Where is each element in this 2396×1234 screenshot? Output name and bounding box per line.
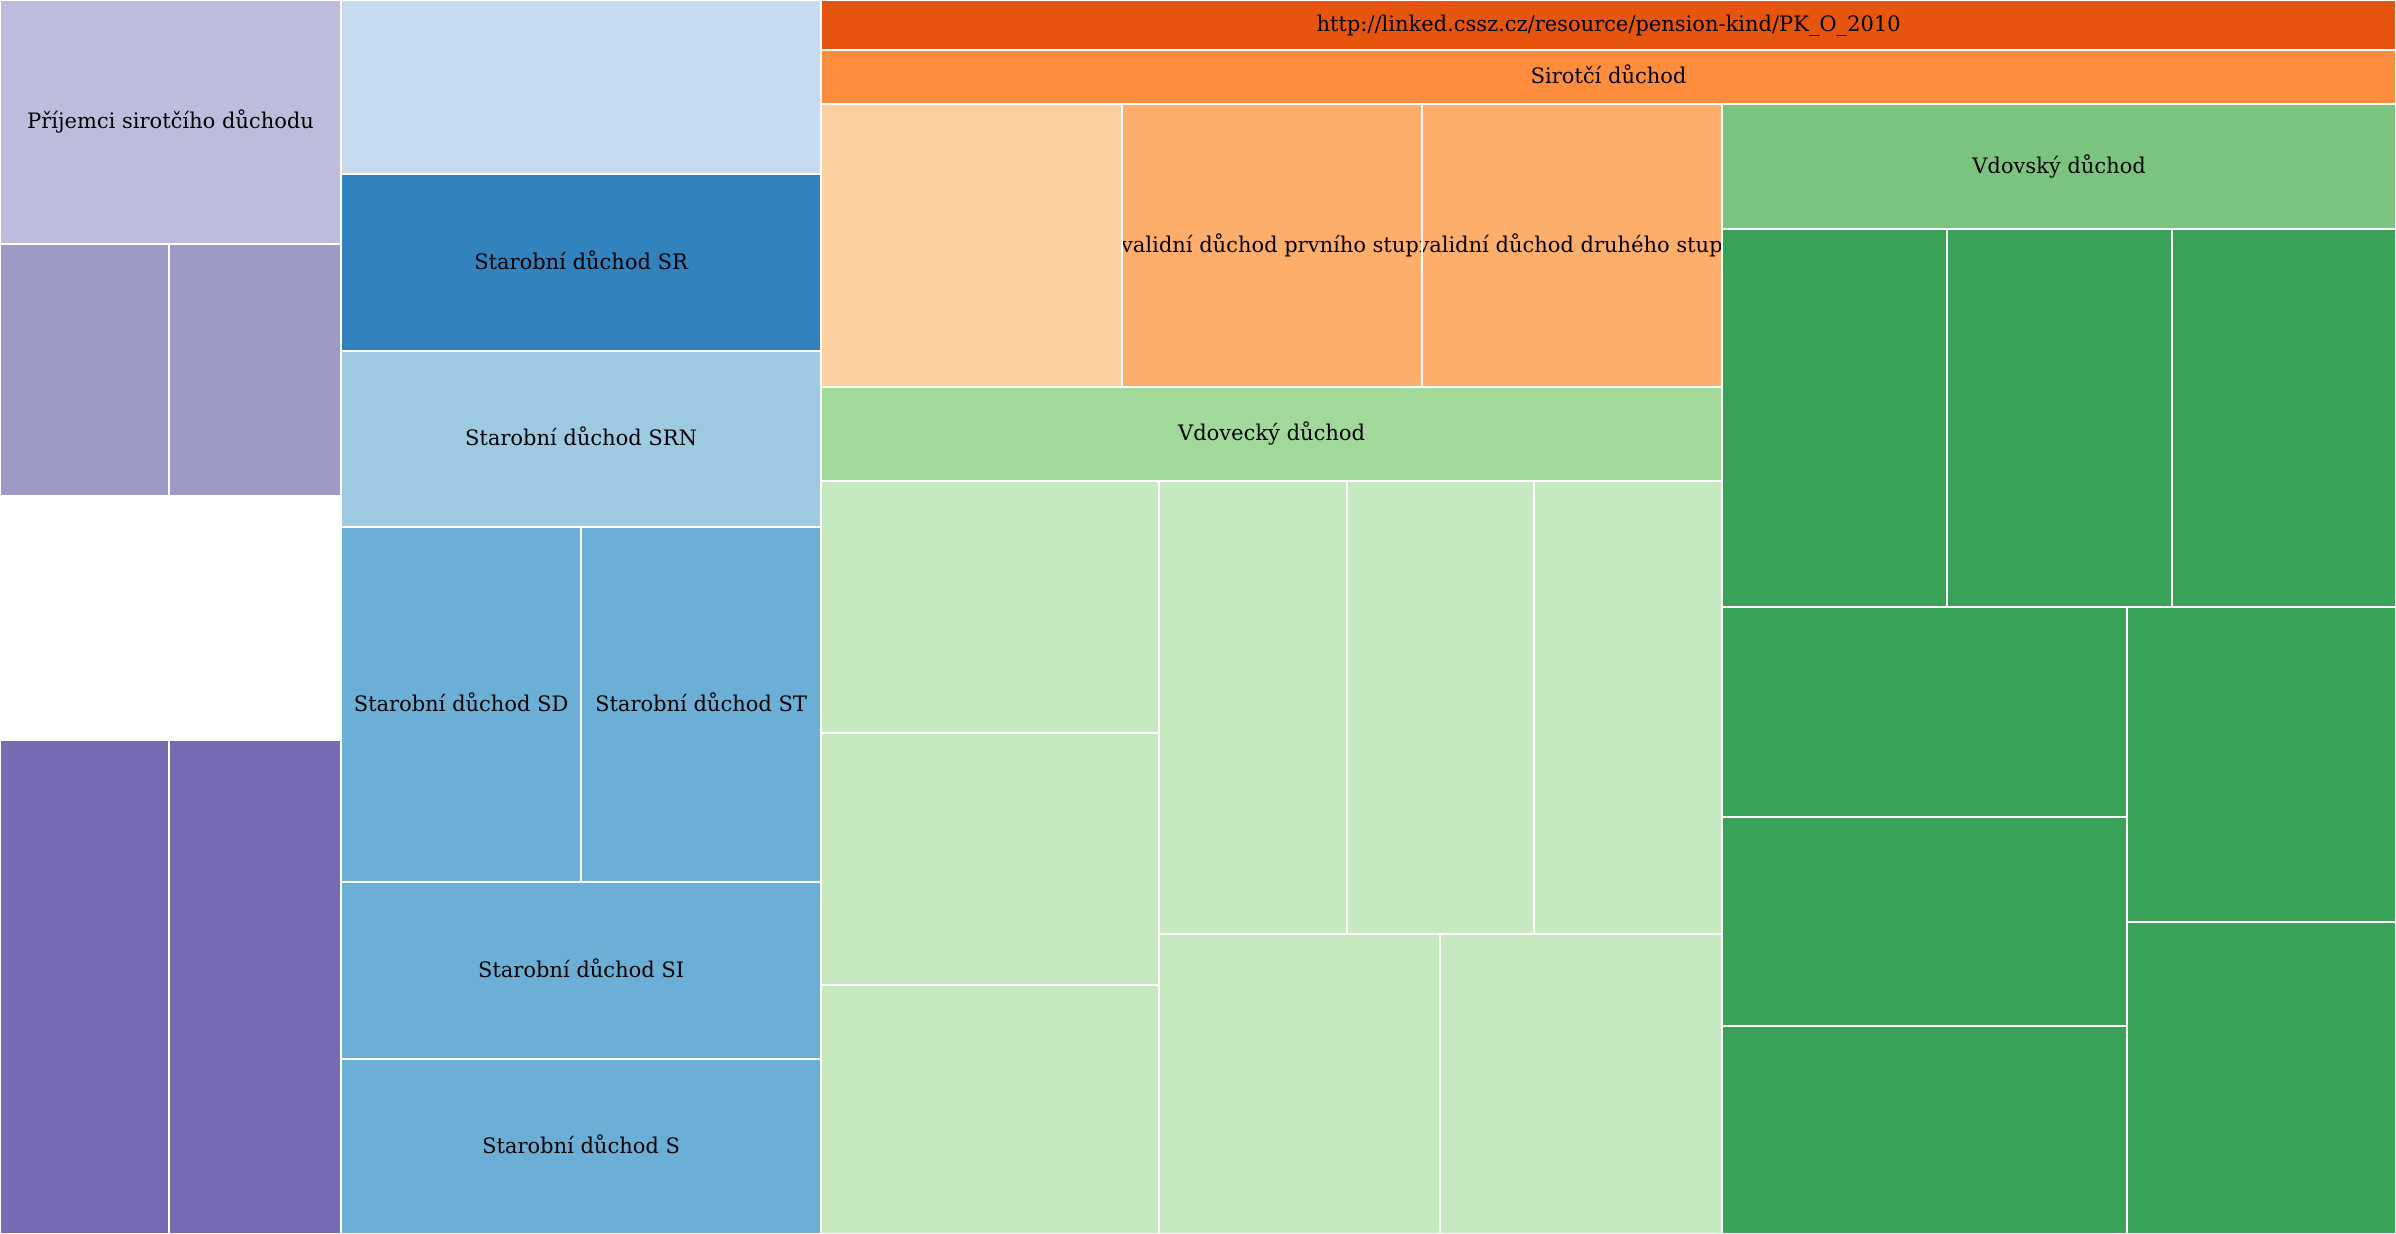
treemap-cell-pk-starobni-st: Starobní důchod ST <box>581 527 821 882</box>
treemap-cell-pk-starobni-srn: Starobní důchod SRN <box>341 351 821 527</box>
treemap-cell-pk-vdovsky-1 <box>1722 229 1947 607</box>
treemap-cell-pk-vdovecky: Vdovecký důchod <box>821 387 1722 481</box>
treemap-cell-label: http://linked.cssz.cz/resource/pension-k… <box>1316 12 1901 37</box>
treemap-cell-pk-vdovecky-3 <box>821 985 1159 1234</box>
treemap-cell-label: Vdovecký důchod <box>1178 421 1365 446</box>
treemap-cell-pk-vdovecky-1 <box>821 481 1159 733</box>
treemap-cell-pk-sirotci-prijemci: Příjemci sirotčího důchodu <box>0 0 341 244</box>
treemap-cell-pk-vdovecky-5 <box>1347 481 1534 934</box>
treemap-cell-label: Vdovský důchod <box>1972 153 2146 178</box>
treemap-cell-pk-sirotci-b <box>169 244 341 496</box>
treemap-cell-pk-starobni-top <box>341 0 821 174</box>
treemap-cell-pk-invalidni-1: Invalidní důchod prvního stupně <box>1122 104 1422 387</box>
treemap-cell-pk-vdovsky-6 <box>1722 1026 2127 1234</box>
treemap-cell-pk-vdovsky-8 <box>2127 922 2396 1234</box>
treemap-cell-pk-vdovecky-4 <box>1159 481 1347 934</box>
treemap-cell-label: Invalidní důchod prvního stupně <box>1122 232 1421 257</box>
treemap-cell-pk-vdovecky-6 <box>1534 481 1722 934</box>
treemap-cell-pk-vdovsky-3 <box>2172 229 2396 607</box>
treemap-cell-pk-invalidni-2: Invalidní důchod druhého stupně <box>1422 104 1722 387</box>
treemap-cell-pk-vdovsky-4 <box>1722 607 2127 817</box>
treemap-cell-pk-vdovsky-5 <box>1722 817 2127 1026</box>
treemap-cell-pk-invalidni-0 <box>821 104 1122 387</box>
treemap-cell-pk-starobni-s: Starobní důchod S <box>341 1059 821 1234</box>
treemap-cell-label: Starobní důchod ST <box>595 691 807 716</box>
treemap-cell-pk-vdovsky-2 <box>1947 229 2172 607</box>
treemap-cell-label: Starobní důchod SI <box>477 957 685 982</box>
treemap-cell-label: Sirotčí důchod <box>1530 64 1687 89</box>
treemap-cell-pk-vdovecky-2 <box>821 733 1159 985</box>
treemap-cell-pk-vdovecky-8 <box>1440 934 1722 1234</box>
treemap-cell-label: Starobní důchod SR <box>474 249 688 274</box>
treemap-cell-label: Příjemci sirotčího důchodu <box>27 109 314 134</box>
treemap-cell-pk-sirotci-a <box>0 244 169 496</box>
treemap-cell-pk-sirotci-duchod: Sirotčí důchod <box>821 50 2396 104</box>
treemap-cell-pk-vdovecky-7 <box>1159 934 1440 1234</box>
treemap-cell-pk-o-2010: http://linked.cssz.cz/resource/pension-k… <box>821 0 2396 50</box>
treemap-cell-pk-sirotci-d <box>169 740 341 1234</box>
treemap-cell-pk-vdovsky: Vdovský důchod <box>1722 104 2396 229</box>
treemap-cell-pk-starobni-si: Starobní důchod SI <box>341 882 821 1059</box>
treemap-cell-pk-starobni-sr: Starobní důchod SR <box>341 174 821 351</box>
treemap-cell-label: Starobní důchod SD <box>353 691 569 716</box>
treemap-cell-label: Starobní důchod SRN <box>465 426 697 451</box>
treemap-cell-pk-starobni-sd: Starobní důchod SD <box>341 527 581 882</box>
treemap-cell-pk-sirotci-c <box>0 740 169 1234</box>
treemap-cell-label: Starobní důchod S <box>482 1133 680 1158</box>
treemap-cell-label: Invalidní důchod druhého stupně <box>1423 232 1722 257</box>
treemap-cell-pk-vdovsky-7 <box>2127 607 2396 922</box>
